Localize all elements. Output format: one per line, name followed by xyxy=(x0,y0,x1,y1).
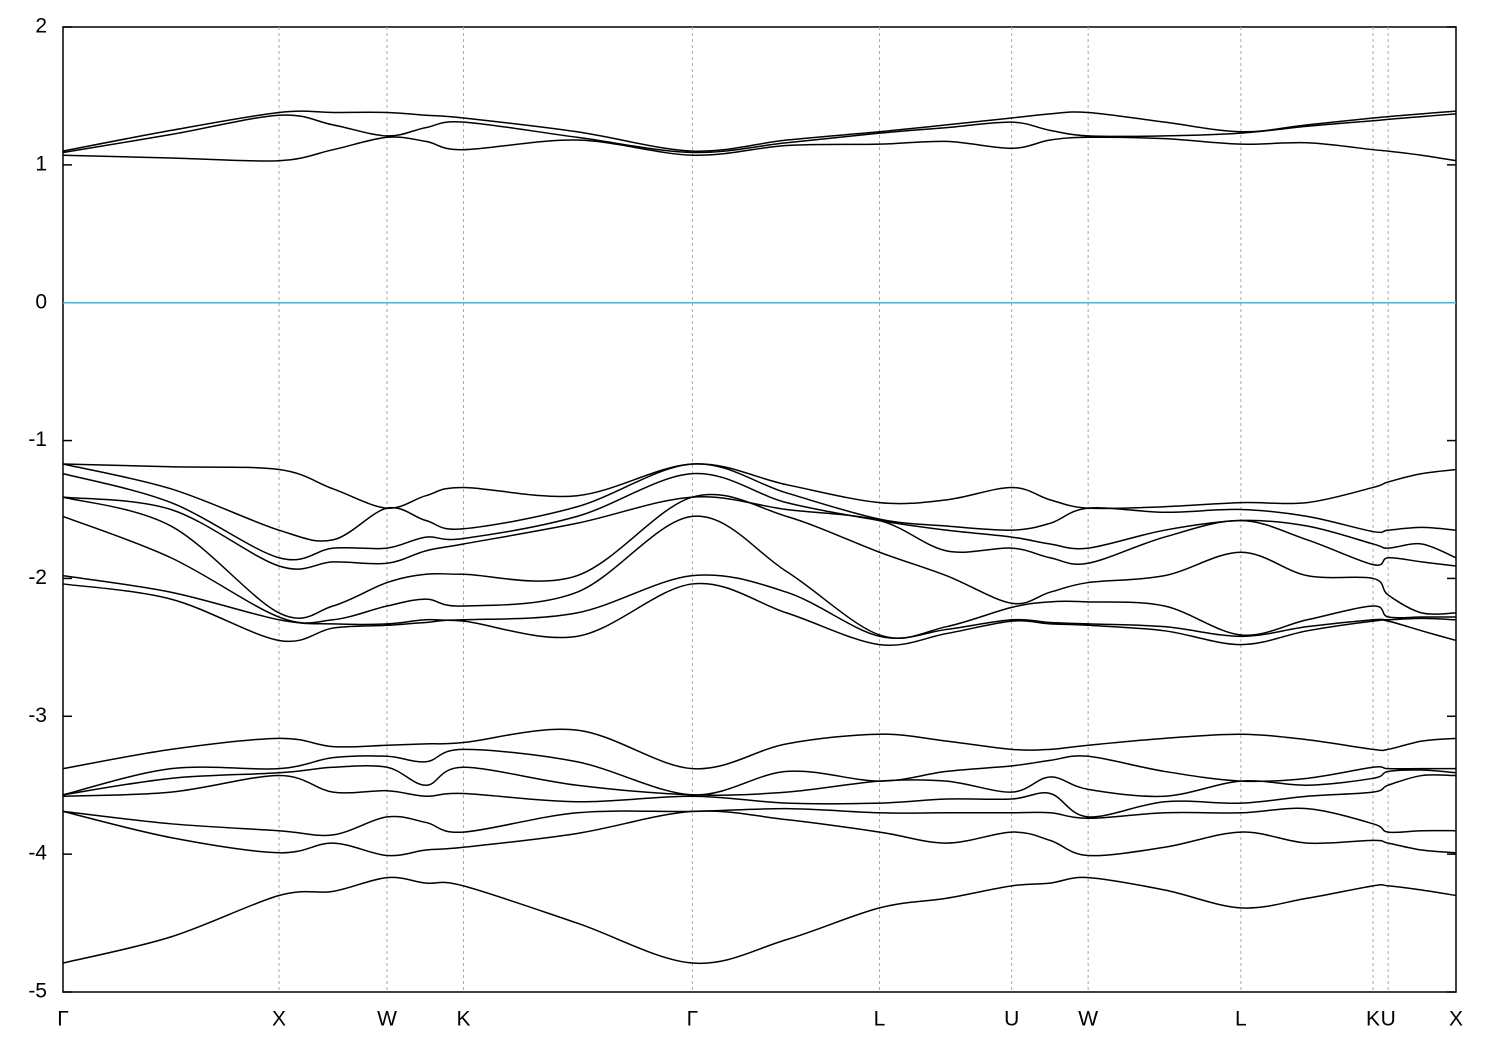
band-line xyxy=(62,493,1457,619)
band-line xyxy=(62,764,1457,798)
band-line xyxy=(62,136,1457,162)
y-tick-label: -5 xyxy=(28,980,47,1003)
x-tick-label: X xyxy=(272,1008,286,1031)
plot-frame xyxy=(62,26,1457,993)
band-line xyxy=(62,748,1456,796)
band-line xyxy=(62,515,1456,639)
band-line xyxy=(62,472,1457,561)
y-tick-label: -2 xyxy=(28,566,47,589)
x-tick-label: U xyxy=(1381,1008,1396,1031)
x-tick-label: K xyxy=(456,1008,470,1031)
x-tick-label: L xyxy=(874,1008,886,1031)
x-tick-label: L xyxy=(1235,1008,1247,1031)
band-line xyxy=(62,774,1457,818)
band-line xyxy=(62,810,1457,857)
band-line xyxy=(62,463,1457,510)
x-tick-label: W xyxy=(377,1008,397,1031)
x-tick-label: X xyxy=(1449,1008,1463,1031)
y-tick-label: -1 xyxy=(28,428,47,451)
y-tick-label: -4 xyxy=(28,842,47,865)
y-tick-label: 2 xyxy=(35,15,47,38)
band-line xyxy=(62,582,1457,647)
y-tick-label: 1 xyxy=(35,152,47,175)
band-line xyxy=(62,728,1457,770)
band-line xyxy=(62,876,1457,965)
x-tick-label: K xyxy=(1366,1008,1380,1031)
y-tick-label: 0 xyxy=(35,290,47,313)
x-tick-label: U xyxy=(1004,1008,1019,1031)
band-line xyxy=(62,463,1457,542)
band-line xyxy=(62,110,1457,152)
x-tick-label: W xyxy=(1078,1008,1098,1031)
band-line xyxy=(62,574,1457,640)
x-tick-label: Γ xyxy=(57,1008,69,1031)
band-line xyxy=(62,807,1457,837)
y-tick-label: -3 xyxy=(28,704,47,727)
band-line xyxy=(62,113,1457,154)
x-tick-label: Γ xyxy=(687,1008,699,1031)
band-line xyxy=(62,496,1457,570)
